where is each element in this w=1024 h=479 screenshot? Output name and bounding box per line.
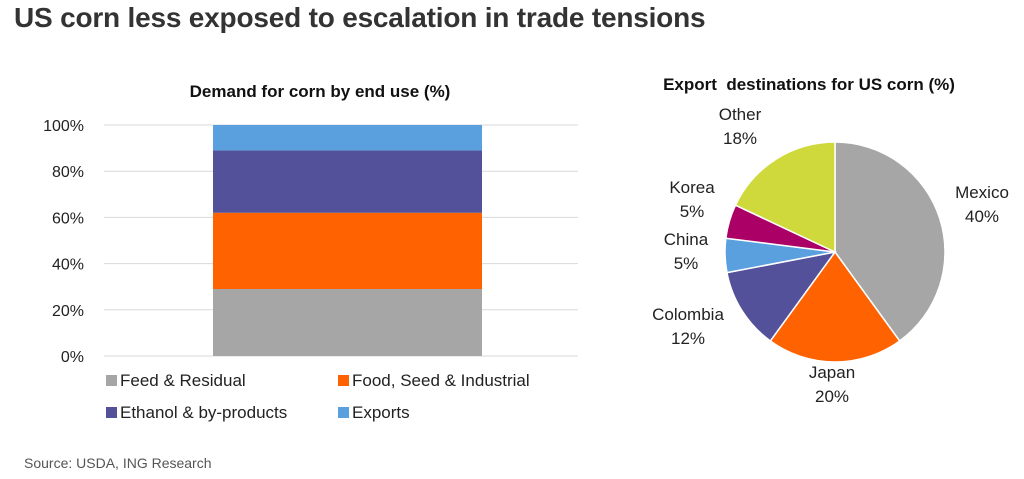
bar-segments — [213, 125, 482, 356]
pie-labels: Mexico 40% Japan 20% Colombia 12% China 5% Korea… — [652, 105, 1009, 406]
legend-swatch-ethanol — [106, 407, 117, 418]
pie-label-korea: Korea — [669, 178, 715, 197]
bar-y-tick-label: 80% — [52, 164, 84, 181]
bar-chart: Demand for corn by end use (%) 0% 20% 40% 6… — [43, 82, 578, 422]
pie-slice-mexico — [834, 141, 946, 343]
bar-y-tick-label: 20% — [52, 303, 84, 320]
pie-slices — [724, 141, 946, 363]
legend-swatch-food — [338, 375, 349, 386]
bar-y-axis: 0% 20% 40% 60% 80% 100% — [43, 118, 84, 366]
bar-segment-food — [213, 212, 482, 290]
pie-value-japan: 20% — [815, 387, 849, 406]
bar-legend: Feed & Residual Food, Seed & Industrial Et… — [106, 371, 530, 422]
pie-chart: Export destinations for US corn (%) Mexi… — [652, 75, 1009, 406]
pie-label-japan: Japan — [809, 363, 855, 382]
pie-label-colombia: Colombia — [652, 305, 724, 324]
legend-label-food: Food, Seed & Industrial — [352, 371, 530, 390]
bar-segment-feed — [213, 289, 482, 356]
pie-value-mexico: 40% — [965, 207, 999, 226]
pie-label-other: Other — [719, 105, 762, 124]
pie-value-korea: 5% — [680, 202, 705, 221]
pie-label-mexico: Mexico — [955, 183, 1009, 202]
source-note: Source: USDA, ING Research — [24, 455, 212, 471]
legend-label-ethanol: Ethanol & by-products — [120, 403, 287, 422]
legend-label-feed: Feed & Residual — [120, 371, 246, 390]
pie-chart-title: Export destinations for US corn (%) — [663, 75, 955, 94]
page-title: US corn less exposed to escalation in tr… — [14, 2, 706, 33]
bar-y-tick-label: 0% — [61, 349, 84, 366]
pie-slice-other — [734, 141, 836, 254]
pie-label-china: China — [664, 230, 709, 249]
legend-swatch-exports — [338, 407, 349, 418]
bar-y-tick-label: 60% — [52, 210, 84, 227]
bar-chart-title: Demand for corn by end use (%) — [190, 82, 451, 101]
pie-value-colombia: 12% — [671, 329, 705, 348]
bar-segment-exports — [213, 125, 482, 151]
pie-value-china: 5% — [674, 254, 699, 273]
bar-segment-ethanol — [213, 150, 482, 213]
pie-value-other: 18% — [723, 129, 757, 148]
pie-slice-colombia — [726, 250, 837, 343]
bar-y-tick-label: 100% — [43, 118, 84, 135]
legend-label-exports: Exports — [352, 403, 410, 422]
bar-y-tick-label: 40% — [52, 257, 84, 274]
legend-swatch-feed — [106, 375, 117, 386]
pie-slice-japan — [769, 250, 901, 363]
